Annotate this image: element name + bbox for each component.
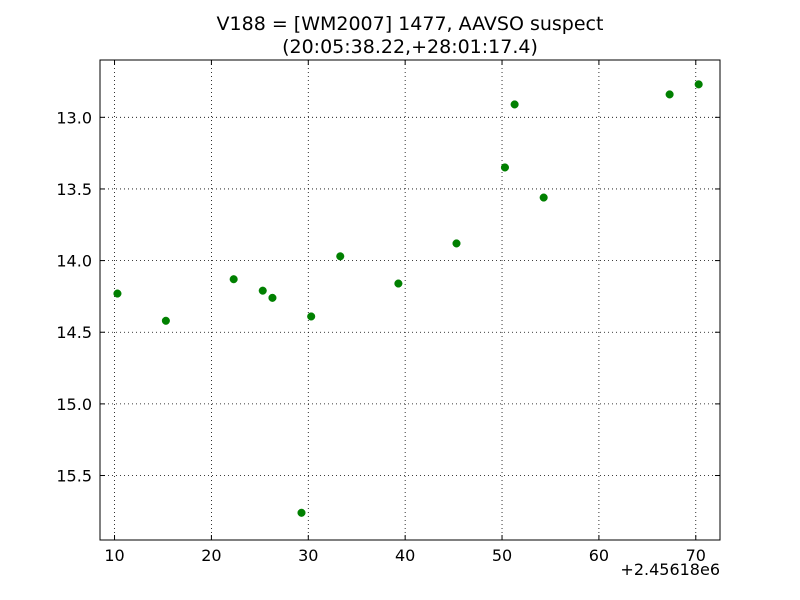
data-point <box>510 100 519 109</box>
y-tick-label: 15.5 <box>56 467 92 486</box>
data-point <box>268 293 277 302</box>
data-point <box>258 286 267 295</box>
data-point <box>307 312 316 321</box>
x-tick-label: 40 <box>395 546 415 565</box>
data-point <box>539 193 548 202</box>
tick-labels: 10 20 30 40 50 60 70 13.0 13.5 14.0 14.5 15.0 15.5 <box>56 108 706 565</box>
y-tick-label: 14.5 <box>56 323 92 342</box>
x-tick-label: 60 <box>589 546 609 565</box>
data-point <box>500 163 509 172</box>
data-points <box>113 80 703 517</box>
data-point <box>694 80 703 89</box>
y-tick-label: 15.0 <box>56 395 92 414</box>
x-tick-label: 30 <box>298 546 318 565</box>
data-point <box>297 508 306 517</box>
y-tick-label: 14.0 <box>56 252 92 271</box>
y-tick-label: 13.0 <box>56 108 92 127</box>
axis-ticks <box>100 60 720 540</box>
grid <box>100 60 720 540</box>
data-point <box>336 252 345 261</box>
y-tick-label: 13.5 <box>56 180 92 199</box>
x-tick-label: 70 <box>686 546 706 565</box>
data-point <box>665 90 674 99</box>
x-tick-label: 50 <box>492 546 512 565</box>
chart-title: V188 = [WM2007] 1477, AAVSO suspect <box>217 13 604 35</box>
x-offset-label: +2.45618e6 <box>620 560 720 579</box>
data-point <box>229 275 238 284</box>
chart-subtitle: (20:05:38.22,+28:01:17.4) <box>282 36 538 58</box>
data-point <box>161 316 170 325</box>
x-tick-label: 10 <box>104 546 124 565</box>
data-point <box>113 289 122 298</box>
plot-frame <box>99 59 721 541</box>
x-tick-label: 20 <box>201 546 221 565</box>
data-point <box>452 239 461 248</box>
data-point <box>394 279 403 288</box>
